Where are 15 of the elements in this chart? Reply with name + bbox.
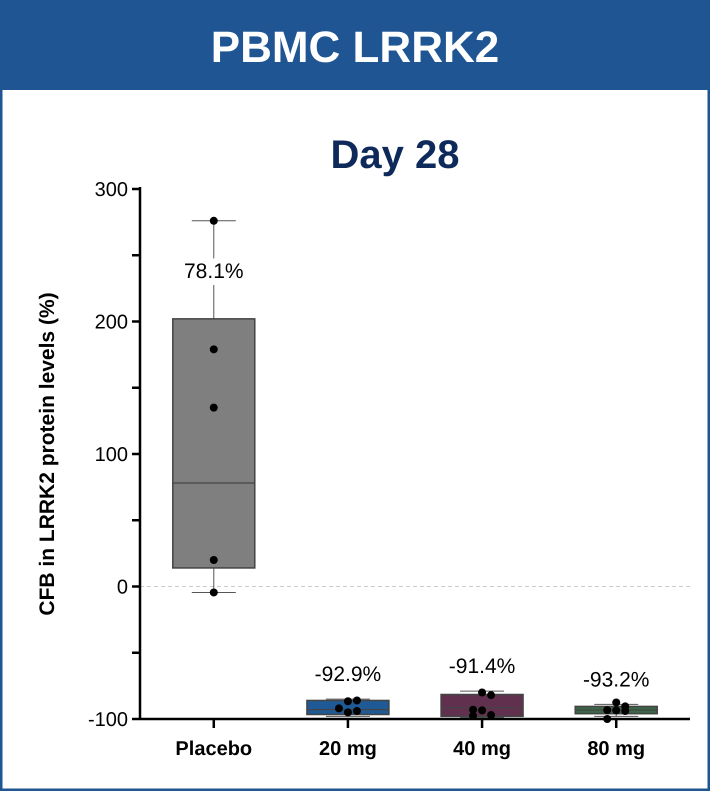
y-axis-title: CFB in LRRK2 protein levels (%) — [36, 292, 59, 616]
y-tick-label: -100 — [88, 709, 128, 731]
annotation: -92.9% — [314, 663, 382, 686]
y-tick-label: 200 — [94, 312, 128, 334]
x-tick-label: 20 mg — [319, 738, 377, 760]
x-tick-label: 80 mg — [587, 738, 646, 760]
chart-subtitle: Day 28 — [330, 133, 460, 177]
x-tick-label: Placebo — [175, 738, 252, 760]
annotation: -93.2% — [582, 668, 650, 692]
x-tick-label: 40 mg — [453, 738, 511, 760]
y-tick-label: 0 — [116, 576, 128, 598]
y-tick-label: 100 — [94, 444, 128, 466]
chart-title: PBMC LRRK2 — [210, 23, 500, 72]
annotation: -91.4% — [448, 655, 516, 678]
y-tick-label: 300 — [94, 179, 128, 201]
